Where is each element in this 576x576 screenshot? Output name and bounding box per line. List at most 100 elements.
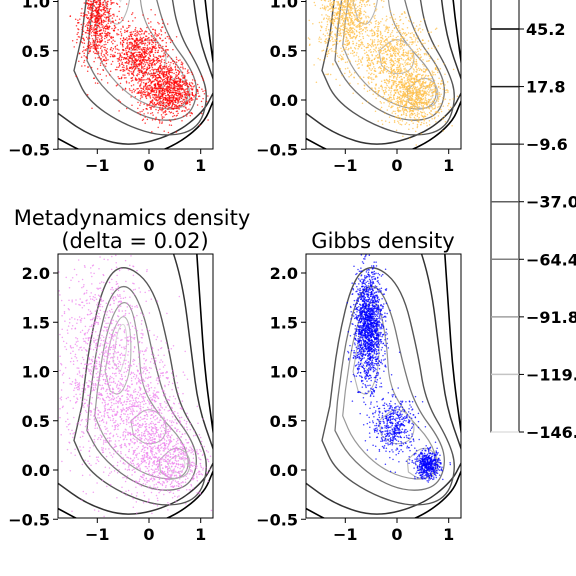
scatter-point xyxy=(334,35,337,37)
scatter-point xyxy=(161,106,164,109)
scatter-point xyxy=(346,4,349,6)
scatter-point xyxy=(367,44,370,47)
scatter-point xyxy=(134,30,136,32)
scatter-point xyxy=(335,28,338,30)
scatter-point xyxy=(127,20,130,22)
scatter-point xyxy=(341,19,343,21)
scatter-point xyxy=(430,89,432,91)
scatter-point xyxy=(363,49,366,52)
scatter-point xyxy=(407,63,409,66)
y-tick-label: 0.5 xyxy=(22,42,50,61)
scatter-point xyxy=(101,23,103,26)
scatter-point xyxy=(398,98,401,100)
scatter-point xyxy=(173,93,176,96)
scatter-point xyxy=(142,88,144,90)
scatter-point xyxy=(174,80,176,83)
scatter-point xyxy=(165,74,168,76)
scatter-point xyxy=(133,61,136,64)
scatter-point xyxy=(329,3,331,6)
scatter-point xyxy=(368,59,371,61)
scatter-point xyxy=(187,91,189,94)
scatter-point xyxy=(132,53,135,56)
scatter-point xyxy=(364,52,366,55)
scatter-point xyxy=(365,16,367,19)
scatter-point xyxy=(116,3,119,5)
scatter-point xyxy=(339,39,342,42)
scatter-point xyxy=(160,64,162,66)
scatter-point xyxy=(169,99,171,101)
scatter-point xyxy=(183,106,185,108)
scatter-point xyxy=(336,52,338,55)
scatter-point xyxy=(103,53,105,56)
scatter-point xyxy=(168,104,170,107)
scatter-point xyxy=(100,40,103,43)
scatter-point xyxy=(385,90,387,93)
scatter-point xyxy=(83,15,86,17)
scatter-point xyxy=(424,70,427,73)
scatter-point xyxy=(139,36,142,38)
scatter-point xyxy=(398,76,401,79)
scatter-point xyxy=(159,71,162,73)
scatter-point xyxy=(411,55,414,57)
scatter-point xyxy=(118,10,120,13)
scatter-point xyxy=(174,107,177,109)
scatter-point xyxy=(172,62,175,65)
scatter-point xyxy=(142,79,145,81)
scatter-point xyxy=(352,2,354,5)
scatter-point xyxy=(173,61,176,63)
scatter-point xyxy=(117,33,120,36)
scatter-point xyxy=(144,95,147,98)
scatter-point xyxy=(165,113,168,115)
scatter-point xyxy=(370,81,373,83)
scatter-point xyxy=(134,28,136,31)
scatter-point xyxy=(144,79,146,81)
scatter-point xyxy=(167,79,169,81)
scatter-point xyxy=(332,14,334,17)
scatter-point xyxy=(401,33,403,35)
scatter-point xyxy=(167,75,170,78)
scatter-point xyxy=(140,63,142,65)
scatter-point xyxy=(392,105,394,107)
scatter-point xyxy=(147,81,150,83)
scatter-point xyxy=(375,47,377,49)
scatter-point xyxy=(388,100,391,103)
scatter-point xyxy=(391,30,394,32)
scatter-point xyxy=(142,51,144,53)
scatter-point xyxy=(123,56,125,59)
scatter-point xyxy=(431,47,433,49)
scatter-point xyxy=(154,84,156,86)
scatter-point xyxy=(343,6,346,9)
scatter-point xyxy=(137,47,140,49)
scatter-point xyxy=(189,51,191,54)
scatter-point xyxy=(377,66,380,69)
scatter-point xyxy=(392,40,394,42)
scatter-point xyxy=(440,108,442,111)
scatter-point xyxy=(102,21,104,24)
scatter-point xyxy=(341,22,344,25)
scatter-point xyxy=(81,7,83,10)
scatter-point xyxy=(440,93,442,95)
scatter-point xyxy=(168,96,171,98)
scatter-point xyxy=(82,30,85,33)
scatter-point xyxy=(432,73,434,76)
scatter-point xyxy=(121,66,124,68)
scatter-point xyxy=(88,33,91,35)
scatter-point xyxy=(158,108,161,110)
scatter-point xyxy=(163,130,165,132)
scatter-point xyxy=(196,98,198,100)
scatter-point xyxy=(418,94,421,96)
scatter-point xyxy=(352,31,355,33)
scatter-point xyxy=(126,65,128,67)
scatter-point xyxy=(433,71,435,74)
scatter-point xyxy=(404,69,406,71)
scatter-point xyxy=(131,52,134,54)
scatter-point xyxy=(159,106,161,109)
scatter-point xyxy=(175,61,178,63)
scatter-point xyxy=(95,38,98,40)
scatter-point xyxy=(130,60,132,62)
scatter-point xyxy=(386,31,389,34)
scatter-point xyxy=(392,77,395,79)
scatter-point xyxy=(181,102,183,105)
scatter-point xyxy=(380,96,383,98)
scatter-point xyxy=(389,99,391,101)
